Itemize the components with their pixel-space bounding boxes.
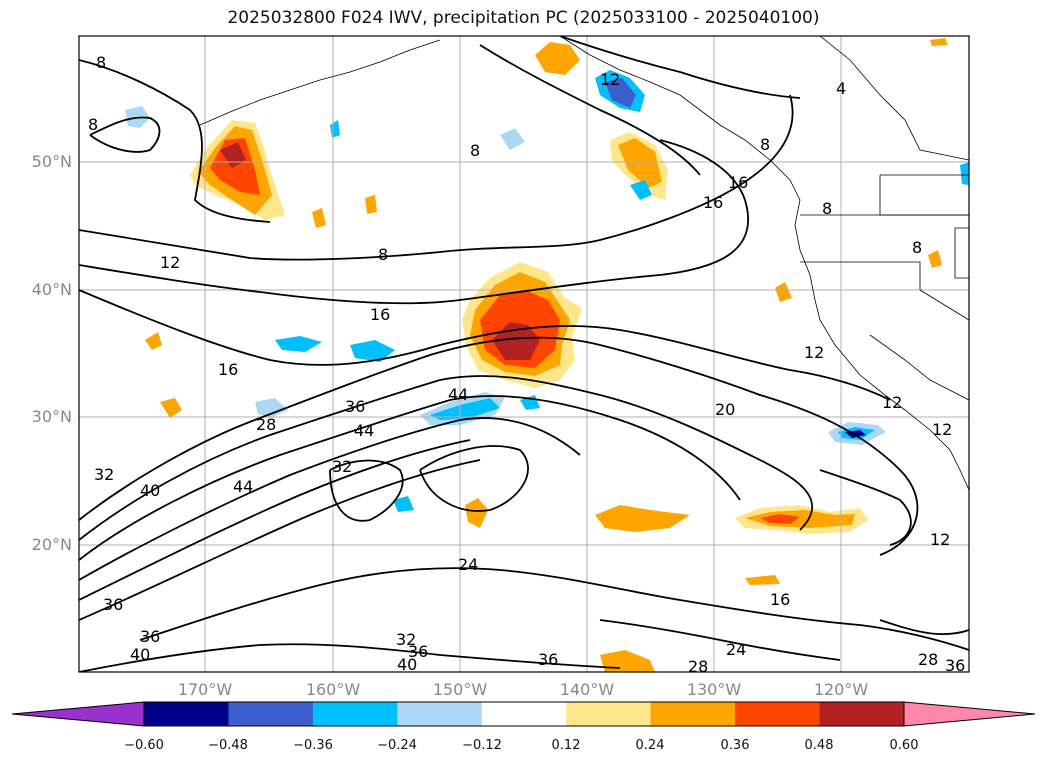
- contour-label: 8: [378, 245, 388, 264]
- contour-label: 8: [912, 238, 922, 257]
- colorbar-tick-label: 0.60: [889, 738, 919, 753]
- contour-label: 36: [538, 650, 558, 669]
- precip-fill-layer: [125, 38, 969, 672]
- colorbar-segment: [650, 702, 736, 726]
- contour-label: 24: [726, 640, 746, 659]
- contour-label: 44: [233, 477, 253, 496]
- contour-label: 44: [354, 421, 374, 440]
- colorbar-tick-label: 0.12: [551, 738, 581, 753]
- colorbar-segment: [819, 702, 905, 726]
- colorbar-tick-label: 0.48: [804, 738, 834, 753]
- colorbar-tick-label: 0.24: [635, 738, 665, 753]
- lat-label: 40°N: [31, 280, 72, 299]
- contour-label: 24: [458, 555, 478, 574]
- lat-label: 30°N: [31, 407, 72, 426]
- contour-label: 16: [370, 305, 390, 324]
- contour-label: 32: [332, 457, 352, 476]
- contour-label: 16: [770, 590, 790, 609]
- contour-label: 28: [918, 650, 938, 669]
- contour-label: 4: [836, 79, 846, 98]
- colorbar-tick-label: −0.24: [377, 738, 417, 753]
- contour-label: 8: [88, 115, 98, 134]
- colorbar-tick-label: −0.48: [208, 738, 248, 753]
- colorbar-tick-label: −0.60: [124, 738, 164, 753]
- lon-label: 150°W: [432, 680, 488, 699]
- contour-label: 40: [130, 645, 150, 664]
- contour-label: 36: [408, 642, 428, 661]
- lat-label: 50°N: [31, 152, 72, 171]
- colorbar-segment: [312, 702, 398, 726]
- colorbar-tick-label: 0.36: [720, 738, 750, 753]
- gridlines: [79, 36, 969, 672]
- contour-label: 8: [760, 135, 770, 154]
- map-frame: [78, 35, 970, 673]
- contour-label: 32: [396, 630, 416, 649]
- contour-label: 40: [397, 655, 417, 674]
- contour-label: 28: [256, 415, 276, 434]
- colorbar-segment: [735, 702, 821, 726]
- contour-label: 36: [103, 595, 123, 614]
- contour-label: 12: [160, 253, 180, 272]
- map-title: 2025032800 F024 IWV, precipitation PC (2…: [227, 8, 820, 28]
- coastlines: [199, 36, 969, 491]
- contour-label: 36: [345, 397, 365, 416]
- contour-label: 12: [804, 343, 824, 362]
- lon-label: 120°W: [813, 680, 869, 699]
- lon-label: 130°W: [686, 680, 742, 699]
- colorbar-segment: [144, 702, 229, 726]
- contour-label: 16: [703, 193, 723, 212]
- contour-label: 20: [715, 400, 735, 419]
- contour-label: 40: [140, 481, 160, 500]
- contour-label: 28: [688, 657, 708, 676]
- contour-label: 44: [448, 385, 468, 404]
- contour-label: 36: [945, 656, 965, 675]
- contour-labels: 8 8 4 12 8 16 16 8 8 8 8 12 16 16 12 44 …: [88, 53, 965, 676]
- contour-label: 12: [930, 530, 950, 549]
- lon-label: 140°W: [559, 680, 615, 699]
- lon-label: 170°W: [177, 680, 233, 699]
- contour-label: 16: [728, 173, 748, 192]
- contour-label: 8: [470, 141, 480, 160]
- iwv-contours: [79, 36, 969, 672]
- contour-label: 12: [600, 70, 620, 89]
- colorbar-segment: [228, 702, 314, 726]
- contour-label: 16: [218, 360, 238, 379]
- colorbar-segment: [566, 702, 652, 726]
- colorbar-segment: [397, 702, 483, 726]
- colorbar-extend-min: [12, 702, 144, 726]
- contour-label: 32: [94, 465, 114, 484]
- contour-label: 12: [882, 393, 902, 412]
- contour-label: 8: [96, 53, 106, 72]
- colorbar-segment: [481, 702, 567, 726]
- colorbar-extend-max: [904, 702, 1035, 726]
- contour-label: 36: [140, 627, 160, 646]
- colorbar: [11, 701, 1036, 727]
- colorbar-tick-label: −0.12: [462, 738, 502, 753]
- contour-label: 12: [932, 420, 952, 439]
- colorbar-tick-label: −0.36: [293, 738, 333, 753]
- lon-label: 160°W: [305, 680, 361, 699]
- lat-label: 20°N: [31, 535, 72, 554]
- contour-label: 8: [822, 199, 832, 218]
